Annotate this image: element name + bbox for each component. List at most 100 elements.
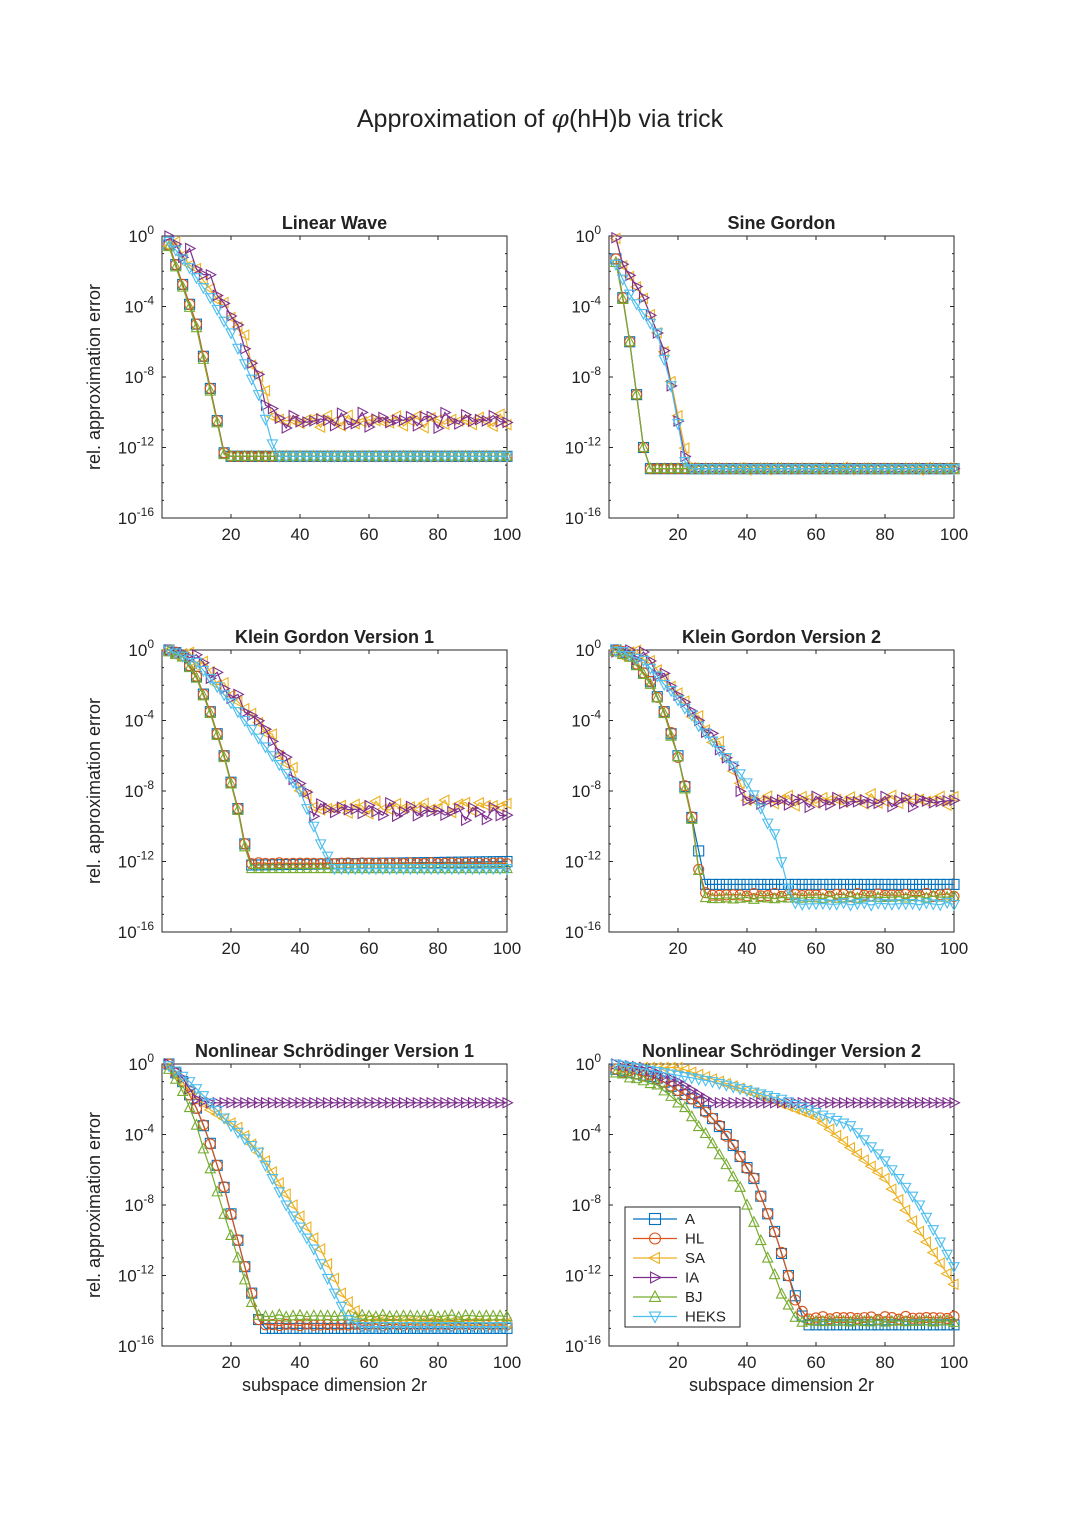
data-point: [274, 746, 286, 759]
data-point: [252, 449, 265, 461]
data-point: [651, 1078, 664, 1090]
data-point: [197, 689, 210, 701]
data-point: [190, 320, 203, 333]
y-tick-label: 10-4: [571, 708, 601, 731]
data-point: [630, 659, 643, 671]
data-point: [383, 1309, 396, 1322]
data-point: [197, 1142, 210, 1154]
data-point: [714, 1096, 727, 1109]
data-point: [494, 1309, 507, 1321]
data-point: [323, 802, 335, 815]
data-point: [761, 1251, 774, 1263]
data-point: [685, 1073, 698, 1085]
data-point: [651, 461, 664, 474]
data-point: [694, 1088, 706, 1101]
data-point: [748, 1172, 760, 1184]
x-tick-label: 80: [429, 939, 448, 958]
data-point: [706, 464, 719, 476]
legend-entry-label: BJ: [685, 1289, 703, 1306]
data-point: [912, 1225, 925, 1238]
data-point: [899, 891, 912, 903]
data-point: [644, 318, 657, 330]
series-line: [615, 649, 955, 898]
data-point: [357, 807, 369, 820]
data-point: [273, 449, 286, 461]
data-point: [321, 451, 334, 463]
data-point: [411, 1322, 424, 1334]
data-point: [762, 1208, 774, 1220]
data-point: [761, 461, 774, 474]
data-point: [839, 797, 851, 810]
data-point: [804, 801, 816, 814]
data-point: [329, 806, 342, 819]
data-point: [461, 408, 473, 421]
data-point: [273, 1187, 286, 1199]
data-point: [700, 878, 712, 890]
data-point: [928, 796, 940, 809]
x-tick-label: 100: [940, 939, 968, 958]
data-point: [314, 1309, 327, 1321]
data-point: [830, 1314, 843, 1326]
data-point: [637, 667, 650, 679]
data-point: [741, 1198, 753, 1210]
data-point: [253, 857, 265, 869]
data-point: [844, 461, 857, 474]
data-point: [502, 809, 514, 822]
data-point: [699, 1126, 712, 1139]
data-point: [309, 1096, 321, 1109]
data-point: [761, 1091, 774, 1103]
data-point: [231, 1251, 244, 1263]
data-point: [405, 410, 418, 423]
data-point: [266, 861, 279, 874]
data-point: [906, 464, 919, 476]
data-point: [741, 1085, 753, 1098]
data-point: [720, 753, 733, 765]
data-point: [859, 793, 871, 806]
data-point: [314, 449, 327, 461]
data-point: [364, 799, 376, 812]
data-point: [328, 449, 341, 461]
data-point: [700, 1106, 712, 1118]
subplot-title: Sine Gordon: [728, 213, 836, 233]
data-point: [699, 461, 712, 474]
data-point: [398, 414, 411, 427]
data-point: [754, 803, 767, 815]
data-point: [218, 447, 231, 460]
data-point: [692, 1119, 705, 1132]
data-point: [363, 861, 375, 874]
data-point: [885, 1314, 898, 1326]
data-point: [927, 1225, 940, 1237]
data-point: [377, 1320, 389, 1332]
data-point: [686, 1093, 698, 1105]
data-point: [810, 461, 822, 474]
data-point: [336, 1096, 349, 1109]
data-point: [749, 1096, 761, 1109]
data-point: [685, 461, 698, 474]
subplot-4: 20 40 60 80 100 100 10-4 10-8 10-12 10-16 Klein Go…: [565, 627, 968, 958]
data-point: [712, 735, 724, 748]
data-point: [294, 1222, 306, 1234]
data-point: [830, 461, 843, 474]
data-point: [879, 461, 891, 474]
data-point: [398, 805, 411, 818]
data-point: [754, 890, 767, 903]
data-point: [678, 1072, 691, 1084]
data-point: [901, 791, 913, 804]
data-point: [280, 1318, 292, 1330]
data-point: [467, 415, 480, 428]
data-point: [293, 1210, 305, 1222]
data-point: [417, 421, 429, 434]
data-point: [452, 861, 465, 874]
data-point: [934, 1237, 947, 1249]
data-point: [747, 790, 760, 802]
data-point: [501, 861, 513, 874]
data-point: [837, 464, 850, 476]
data-point: [941, 1249, 954, 1262]
x-tick-label: 100: [493, 525, 521, 544]
data-point: [259, 1309, 272, 1321]
data-point: [776, 1096, 789, 1109]
data-point: [245, 1295, 258, 1307]
data-point: [844, 1121, 857, 1133]
data-point: [858, 1135, 871, 1147]
data-point: [369, 863, 382, 876]
